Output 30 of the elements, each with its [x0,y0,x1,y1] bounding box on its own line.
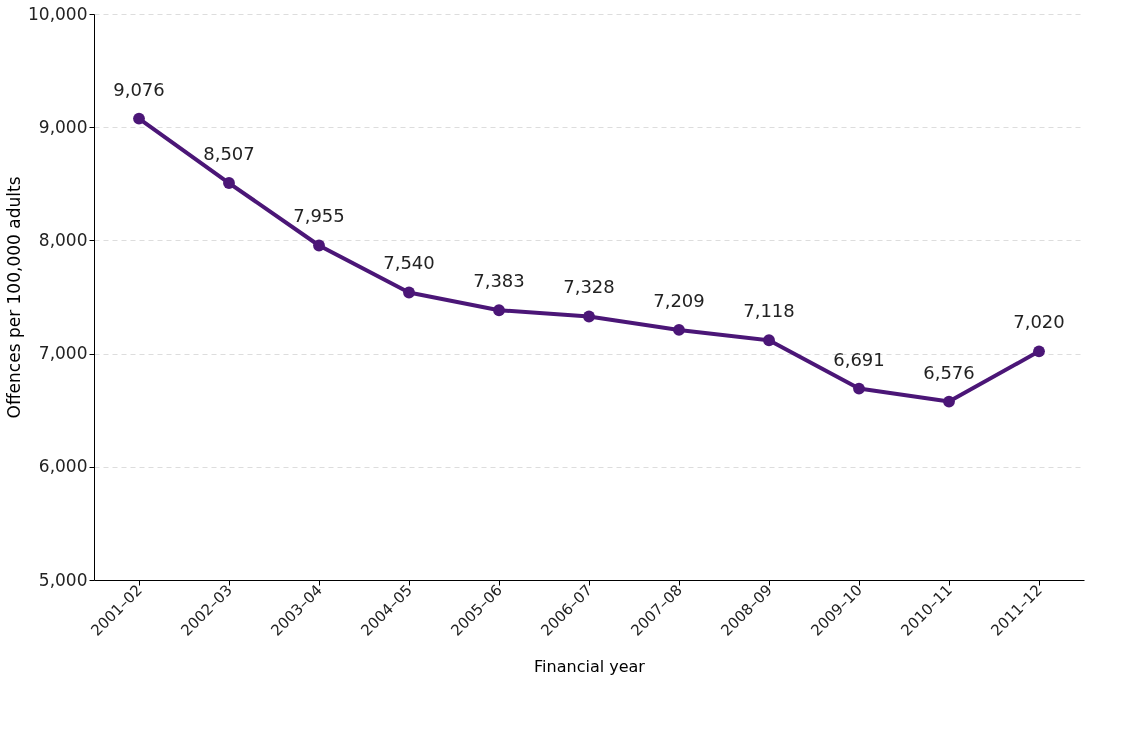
point [583,310,595,323]
data-label: 7,209 [653,289,705,311]
data-label: 8,507 [203,143,255,165]
point [403,286,415,299]
point [223,177,235,189]
point [313,239,325,252]
data-label: 7,020 [1013,311,1065,333]
point [133,112,145,125]
point [493,304,505,317]
point [763,334,775,347]
point [673,324,685,336]
y-tick-label: 5,000 [38,569,88,590]
point [1033,345,1045,358]
y-tick-label: 6,000 [38,456,88,477]
y-tick-label: 7,000 [38,343,88,364]
data-label: 6,691 [833,348,885,370]
data-label: 6,576 [923,361,975,383]
y-tick-label: 9,000 [38,116,88,137]
point [943,395,955,408]
data-label: 7,383 [473,270,525,292]
x-axis-title: Financial year [534,656,646,676]
point [853,382,865,395]
data-label: 9,076 [113,78,165,100]
data-label: 7,328 [563,276,615,298]
y-tick-label: 10,000 [28,3,88,24]
data-label: 7,118 [743,300,795,322]
y-axis-title: Offences per 100,000 adults [4,176,25,419]
y-tick-label: 8,000 [38,229,88,250]
data-label: 7,540 [383,252,435,274]
data-label: 7,955 [293,205,345,227]
